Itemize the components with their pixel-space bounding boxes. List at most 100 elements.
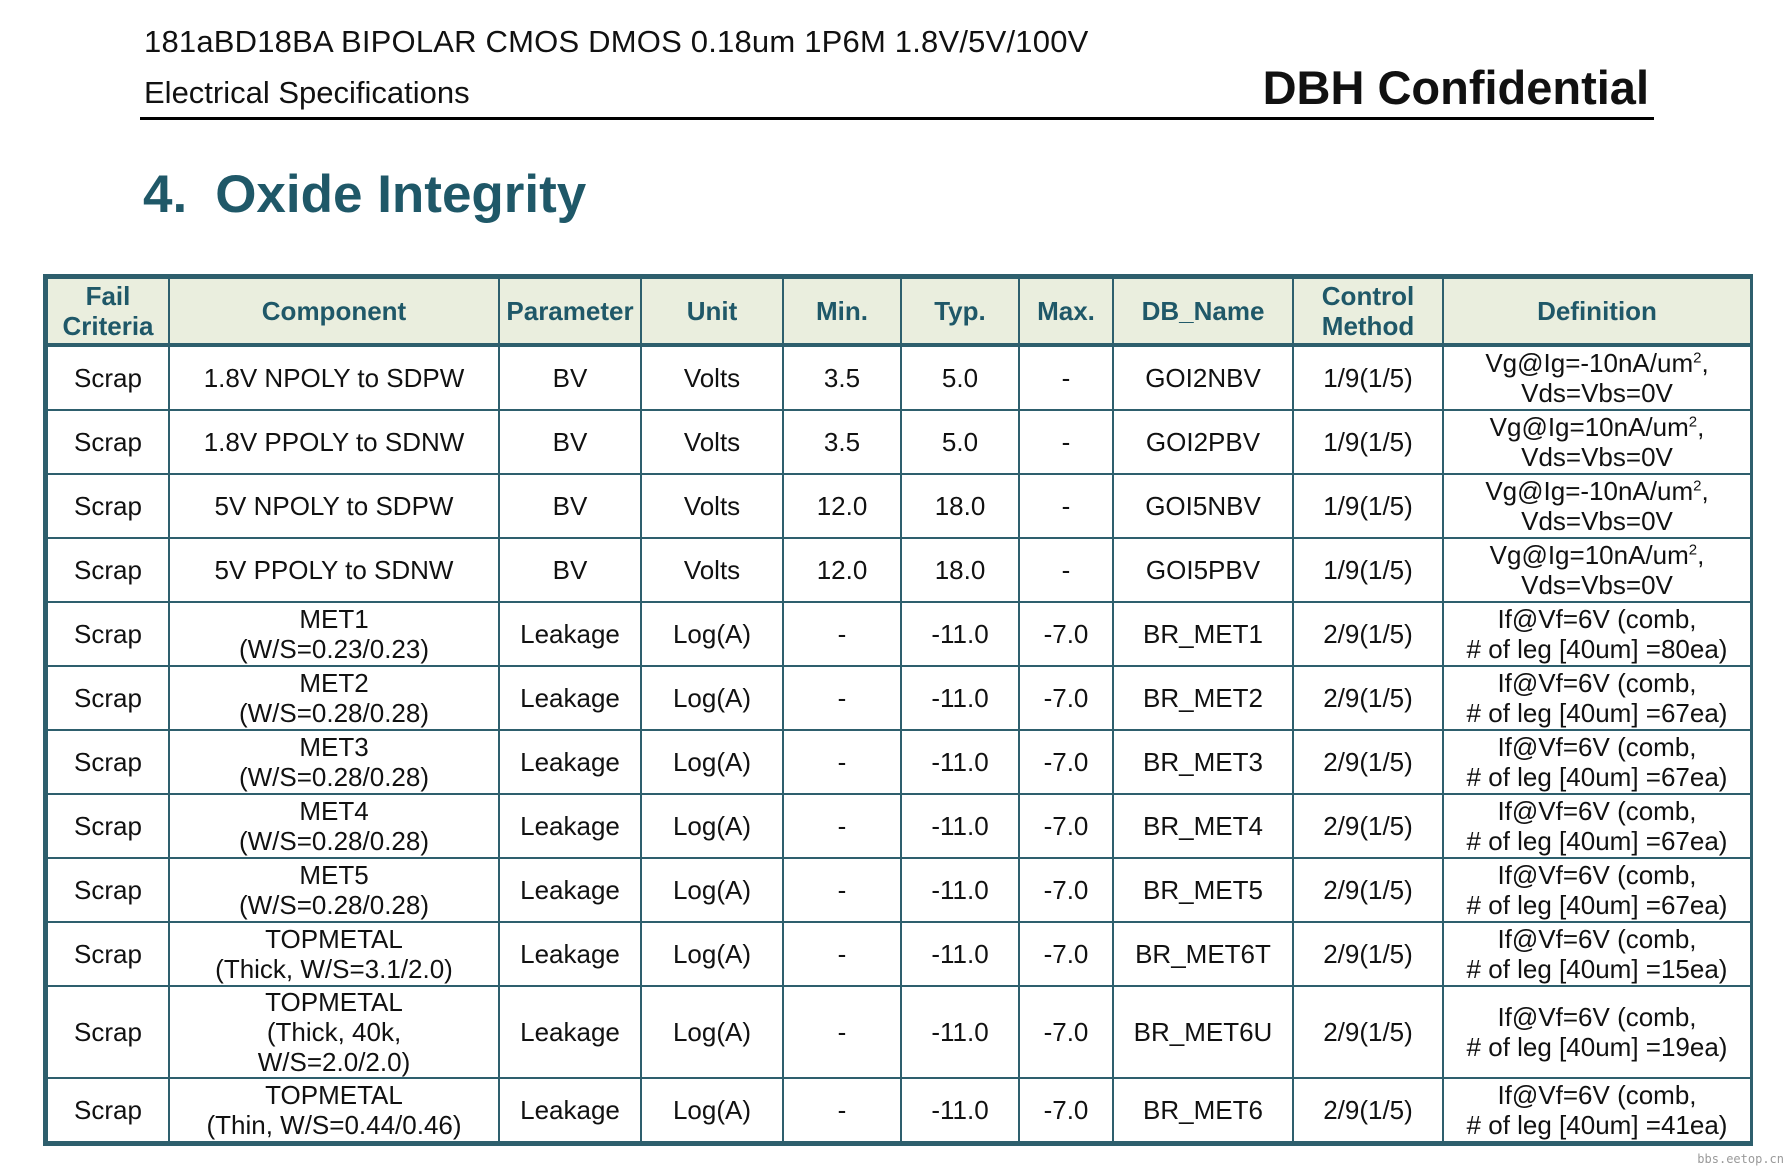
table-row: Scrap MET4 (W/S=0.28/0.28) Leakage Log(A) - -1… [46, 793, 1752, 859]
definition-line: # of leg [40um] =15ea) [1466, 954, 1728, 984]
cell-fail-criteria: Scrap [46, 1077, 170, 1143]
cell-parameter: Leakage [498, 921, 642, 987]
cell-fail-criteria: Scrap [46, 473, 170, 539]
cell-db-name: BR_MET4 [1112, 793, 1294, 859]
component-line: (W/S=0.28/0.28) [238, 762, 430, 792]
cell-max: - [1018, 409, 1114, 475]
cell-min: 3.5 [782, 344, 902, 411]
table-body: Scrap 1.8V NPOLY to SDPW BV Volts 3.5 5.0- GOI… [46, 344, 1752, 1143]
column-header-db-name: DB_Name [1112, 277, 1294, 347]
column-header-parameter: Parameter [498, 277, 642, 347]
column-header-label: Parameter [506, 296, 634, 326]
table-row: Scrap TOPMETAL (Thick, W/S=3.1/2.0) Leakage… [46, 921, 1752, 987]
cell-definition: If@Vf=6V (comb, # of leg [40um] =41ea) [1442, 1077, 1752, 1143]
document-subtitle: Electrical Specifications [144, 75, 470, 110]
definition-text: Vg@Ig=-10nA/um [1485, 348, 1694, 378]
cell-min: - [782, 1077, 902, 1143]
cell-max: -7.0 [1018, 921, 1114, 987]
cell-unit: Volts [640, 344, 784, 411]
component-line: MET5 [299, 860, 369, 890]
definition-line: If@Vf=6V (comb, [1497, 1002, 1697, 1032]
section-title: 4. Oxide Integrity [143, 164, 586, 225]
cell-component: MET4 (W/S=0.28/0.28) [168, 793, 500, 859]
component-line: MET4 [299, 796, 369, 826]
definition-suffix: , [1701, 476, 1709, 506]
component-line: (Thick, W/S=3.1/2.0) [215, 954, 453, 984]
cell-fail-criteria: Scrap [46, 665, 170, 731]
cell-min: - [782, 921, 902, 987]
cell-typ: -11.0 [900, 601, 1020, 667]
component-line: MET3 [299, 732, 369, 762]
cell-db-name: GOI2NBV [1112, 344, 1294, 411]
definition-text: Vg@Ig=10nA/um [1489, 412, 1689, 442]
definition-superscript: 2 [1693, 477, 1702, 495]
definition-line: Vg@Ig=-10nA/um2, [1446, 476, 1748, 506]
definition-suffix: , [1701, 348, 1709, 378]
cell-fail-criteria: Scrap [46, 344, 170, 411]
component-line: TOPMETAL [265, 1080, 403, 1110]
cell-typ: 5.0 [900, 344, 1020, 411]
cell-fail-criteria: Scrap [46, 409, 170, 475]
cell-parameter: Leakage [498, 985, 642, 1079]
column-header-label: Typ. [934, 296, 986, 326]
column-header-label: DB_Name [1141, 296, 1265, 326]
table-row: Scrap TOPMETAL (Thin, W/S=0.44/0.46) Leakag… [46, 1077, 1752, 1143]
cell-typ: -11.0 [900, 921, 1020, 987]
cell-db-name: BR_MET5 [1112, 857, 1294, 923]
cell-db-name: BR_MET6U [1112, 985, 1294, 1079]
cell-parameter: BV [498, 473, 642, 539]
cell-control: 2/9(1/5) [1292, 985, 1444, 1079]
definition-line: # of leg [40um] =67ea) [1466, 762, 1728, 792]
column-header-min: Min. [782, 277, 902, 347]
oxide-integrity-table: Fail Criteria Component Parameter Unit Min. Ty… [43, 274, 1753, 1146]
cell-max: -7.0 [1018, 985, 1114, 1079]
cell-component: MET2 (W/S=0.28/0.28) [168, 665, 500, 731]
definition-text: Vg@Ig=10nA/um [1489, 540, 1689, 570]
component-line: (W/S=0.28/0.28) [238, 826, 430, 856]
cell-fail-criteria: Scrap [46, 793, 170, 859]
cell-unit: Log(A) [640, 1077, 784, 1143]
cell-max: -7.0 [1018, 857, 1114, 923]
component-line: (Thin, W/S=0.44/0.46) [206, 1110, 462, 1140]
cell-control: 2/9(1/5) [1292, 601, 1444, 667]
table-row: Scrap 5V NPOLY to SDPW BV Volts 12.0 18.0- GOI… [46, 473, 1752, 539]
definition-line: If@Vf=6V (comb, [1497, 860, 1697, 890]
cell-min: - [782, 857, 902, 923]
cell-min: 3.5 [782, 409, 902, 475]
cell-component: MET1 (W/S=0.23/0.23) [168, 601, 500, 667]
cell-typ: -11.0 [900, 1077, 1020, 1143]
confidential-label: DBH Confidential [1262, 61, 1649, 114]
cell-parameter: BV [498, 344, 642, 411]
cell-component: 5V PPOLY to SDNW [168, 537, 500, 603]
cell-typ: 18.0 [900, 473, 1020, 539]
table-row: Scrap MET3 (W/S=0.28/0.28) Leakage Log(A) - -1… [46, 729, 1752, 795]
definition-line: If@Vf=6V (comb, [1497, 604, 1697, 634]
definition-line: Vg@Ig=10nA/um2, [1446, 412, 1748, 442]
component-line: W/S=2.0/2.0) [257, 1047, 411, 1077]
cell-definition: If@Vf=6V (comb, # of leg [40um] =67ea) [1442, 665, 1752, 731]
cell-fail-criteria: Scrap [46, 729, 170, 795]
cell-fail-criteria: Scrap [46, 857, 170, 923]
cell-parameter: Leakage [498, 601, 642, 667]
definition-suffix: , [1697, 412, 1705, 442]
cell-max: - [1018, 537, 1114, 603]
cell-fail-criteria: Scrap [46, 537, 170, 603]
cell-max: -7.0 [1018, 793, 1114, 859]
cell-control: 1/9(1/5) [1292, 473, 1444, 539]
definition-line: # of leg [40um] =41ea) [1466, 1110, 1728, 1140]
column-header-label: Min. [816, 296, 868, 326]
cell-typ: 5.0 [900, 409, 1020, 475]
column-header-label: Control [1321, 281, 1415, 311]
cell-definition: If@Vf=6V (comb, # of leg [40um] =67ea) [1442, 857, 1752, 923]
cell-typ: -11.0 [900, 793, 1020, 859]
cell-control: 1/9(1/5) [1292, 344, 1444, 411]
cell-parameter: BV [498, 409, 642, 475]
cell-unit: Log(A) [640, 857, 784, 923]
column-header-label: Criteria [62, 311, 154, 341]
column-header-label: Definition [1537, 296, 1657, 326]
definition-line: # of leg [40um] =67ea) [1466, 698, 1728, 728]
cell-definition: If@Vf=6V (comb, # of leg [40um] =67ea) [1442, 793, 1752, 859]
component-line: MET1 [299, 604, 369, 634]
cell-fail-criteria: Scrap [46, 921, 170, 987]
cell-component: TOPMETAL (Thick, W/S=3.1/2.0) [168, 921, 500, 987]
